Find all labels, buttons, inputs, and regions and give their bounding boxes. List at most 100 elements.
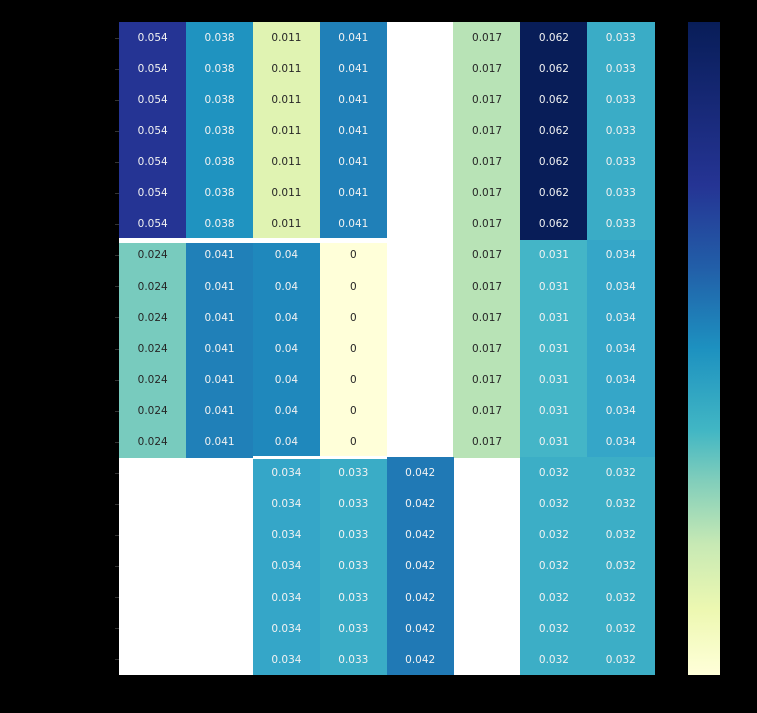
heatmap-cell: 0.042 (386, 457, 454, 489)
heatmap-cell: 0.04 (252, 301, 321, 334)
heatmap-cell: 0.038 (185, 146, 254, 178)
heatmap-cell: 0.033 (587, 177, 655, 210)
heatmap-cell: 0.04 (252, 332, 321, 365)
heatmap-cell: 0 (319, 239, 387, 272)
heatmap-cell: 0.017 (453, 84, 521, 116)
heatmap-cell: 0.032 (520, 643, 588, 676)
heatmap-cell: 0.032 (520, 488, 588, 521)
heatmap-cell: 0.034 (252, 488, 321, 521)
heatmap-cell: 0.041 (319, 115, 387, 147)
heatmap-cell: 0 (319, 426, 387, 458)
y-tick (115, 503, 119, 505)
heatmap-cell: 0.062 (520, 22, 588, 54)
heatmap-cell: 0.031 (520, 332, 588, 365)
heatmap-cell: 0.032 (587, 612, 655, 645)
heatmap-cell: 0.041 (319, 208, 387, 241)
heatmap-cell: 0.04 (252, 395, 321, 427)
heatmap-cell: 0.017 (453, 22, 521, 54)
heatmap-cell: 0.024 (119, 270, 187, 303)
heatmap-cell: 0.054 (119, 53, 187, 85)
y-tick (115, 161, 119, 163)
heatmap-cell: 0.017 (453, 146, 521, 178)
y-tick (115, 286, 119, 288)
group-separator (119, 237, 387, 243)
heatmap-cell: 0.054 (119, 22, 187, 54)
heatmap-plot-area: 0.054 0.038 0.011 0.041 0.017 0.062 0.033 0.054… (115, 22, 655, 676)
heatmap-cell: 0.011 (252, 115, 321, 147)
y-tick (115, 410, 119, 412)
y-tick (115, 441, 119, 443)
heatmap-cell: 0.038 (185, 53, 254, 85)
heatmap-cell: 0.024 (119, 332, 187, 365)
heatmap-cell: 0.033 (587, 208, 655, 241)
heatmap-cell: 0.017 (453, 239, 521, 272)
heatmap-cell: 0.033 (319, 612, 387, 645)
heatmap-cell: 0.011 (252, 53, 321, 85)
heatmap-cell: 0.038 (185, 208, 254, 241)
heatmap-cell: 0.032 (520, 519, 588, 552)
heatmap-cell: 0.031 (520, 239, 588, 272)
heatmap-cell: 0.033 (319, 550, 387, 583)
heatmap-cell: 0.041 (185, 332, 254, 365)
heatmap-cell: 0.032 (587, 643, 655, 676)
heatmap-cell: 0 (319, 364, 387, 396)
y-tick (115, 68, 119, 70)
heatmap-cell: 0.033 (319, 457, 387, 489)
heatmap-cell: 0.033 (587, 146, 655, 178)
heatmap-cell: 0.041 (185, 301, 254, 334)
heatmap-cell: 0.038 (185, 22, 254, 54)
heatmap-cell: 0.011 (252, 146, 321, 178)
heatmap-cell: 0.04 (252, 364, 321, 396)
heatmap-cell: 0.042 (386, 612, 454, 645)
heatmap-cell: 0.017 (453, 395, 521, 427)
heatmap-cell: 0.04 (252, 270, 321, 303)
heatmap-cell: 0.054 (119, 208, 187, 241)
heatmap-cell: 0.042 (386, 519, 454, 552)
heatmap-cell: 0.032 (587, 519, 655, 552)
heatmap-cell: 0.032 (587, 581, 655, 614)
heatmap-cell: 0.032 (587, 457, 655, 489)
heatmap-cell: 0.032 (587, 550, 655, 583)
heatmap-cell: 0.034 (587, 270, 655, 303)
heatmap-cell: 0.024 (119, 395, 187, 427)
heatmap-cell: 0.041 (319, 84, 387, 116)
heatmap-cell: 0.033 (319, 488, 387, 521)
heatmap-cell: 0 (319, 332, 387, 365)
heatmap-cell: 0.034 (587, 395, 655, 427)
heatmap-cell: 0.042 (386, 581, 454, 614)
heatmap-cell: 0.041 (185, 395, 254, 427)
heatmap-cell: 0.033 (587, 115, 655, 147)
y-tick (115, 193, 119, 195)
heatmap-cell: 0.032 (520, 550, 588, 583)
heatmap-cell: 0.062 (520, 177, 588, 210)
heatmap-cell: 0.033 (319, 581, 387, 614)
heatmap-cell: 0.034 (587, 239, 655, 272)
heatmap-cell: 0.038 (185, 177, 254, 210)
y-tick (115, 628, 119, 630)
heatmap-cell: 0.054 (119, 177, 187, 210)
heatmap-cell: 0.017 (453, 270, 521, 303)
heatmap-cell: 0.033 (587, 84, 655, 116)
heatmap-cell: 0.033 (587, 53, 655, 85)
heatmap-cell: 0.024 (119, 239, 187, 272)
y-tick (115, 348, 119, 350)
heatmap-cell: 0.024 (119, 426, 187, 458)
heatmap-cell: 0.041 (319, 146, 387, 178)
heatmap-cell: 0.011 (252, 177, 321, 210)
y-tick (115, 255, 119, 257)
heatmap-cell: 0.041 (185, 270, 254, 303)
heatmap-cell: 0.054 (119, 146, 187, 178)
y-tick (115, 659, 119, 661)
heatmap-cell: 0.041 (185, 364, 254, 396)
heatmap-cell: 0 (319, 395, 387, 427)
y-tick (115, 37, 119, 39)
heatmap-cell: 0.017 (453, 301, 521, 334)
y-tick (115, 472, 119, 474)
heatmap-cell: 0.034 (252, 581, 321, 614)
y-tick (115, 566, 119, 568)
heatmap-cell: 0.034 (252, 550, 321, 583)
heatmap-cell: 0.017 (453, 426, 521, 458)
y-tick (115, 379, 119, 381)
heatmap-cell: 0.031 (520, 364, 588, 396)
heatmap-cell: 0.034 (252, 457, 321, 489)
